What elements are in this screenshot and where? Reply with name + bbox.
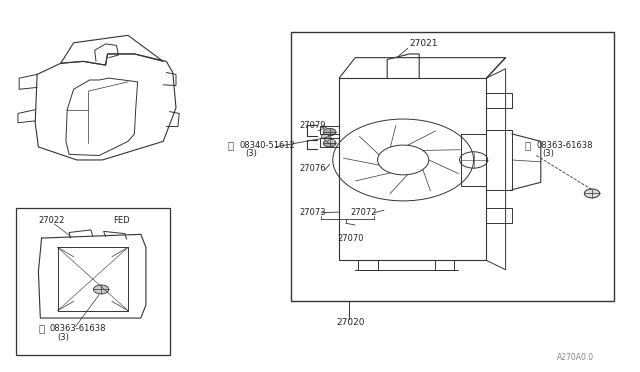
Circle shape bbox=[321, 134, 329, 139]
Circle shape bbox=[93, 285, 109, 294]
Text: 27020: 27020 bbox=[337, 318, 365, 327]
Circle shape bbox=[324, 137, 332, 141]
Text: 08340-51612: 08340-51612 bbox=[239, 141, 295, 150]
Circle shape bbox=[323, 128, 336, 136]
Text: (3): (3) bbox=[245, 149, 257, 158]
Circle shape bbox=[328, 140, 335, 144]
Text: 27072: 27072 bbox=[351, 208, 377, 217]
Bar bbox=[16, 208, 170, 355]
Text: 27021: 27021 bbox=[410, 39, 438, 48]
Text: 27073: 27073 bbox=[300, 208, 326, 217]
Text: FED: FED bbox=[113, 217, 130, 225]
Text: Ⓢ: Ⓢ bbox=[525, 140, 531, 150]
Text: Ⓢ: Ⓢ bbox=[38, 323, 45, 333]
Text: A270A0.0: A270A0.0 bbox=[557, 353, 594, 362]
Text: (3): (3) bbox=[543, 149, 555, 158]
Text: (3): (3) bbox=[58, 333, 70, 341]
Text: 27022: 27022 bbox=[38, 217, 65, 225]
Circle shape bbox=[584, 189, 600, 198]
Text: Ⓢ: Ⓢ bbox=[228, 140, 234, 150]
Text: 08363-61638: 08363-61638 bbox=[536, 141, 593, 150]
Text: 27070: 27070 bbox=[337, 234, 364, 243]
Text: 08363-61638: 08363-61638 bbox=[50, 324, 106, 333]
Bar bbox=[291, 32, 614, 301]
Text: 27079: 27079 bbox=[300, 121, 326, 130]
Text: 27076: 27076 bbox=[300, 164, 326, 173]
Circle shape bbox=[323, 140, 336, 147]
